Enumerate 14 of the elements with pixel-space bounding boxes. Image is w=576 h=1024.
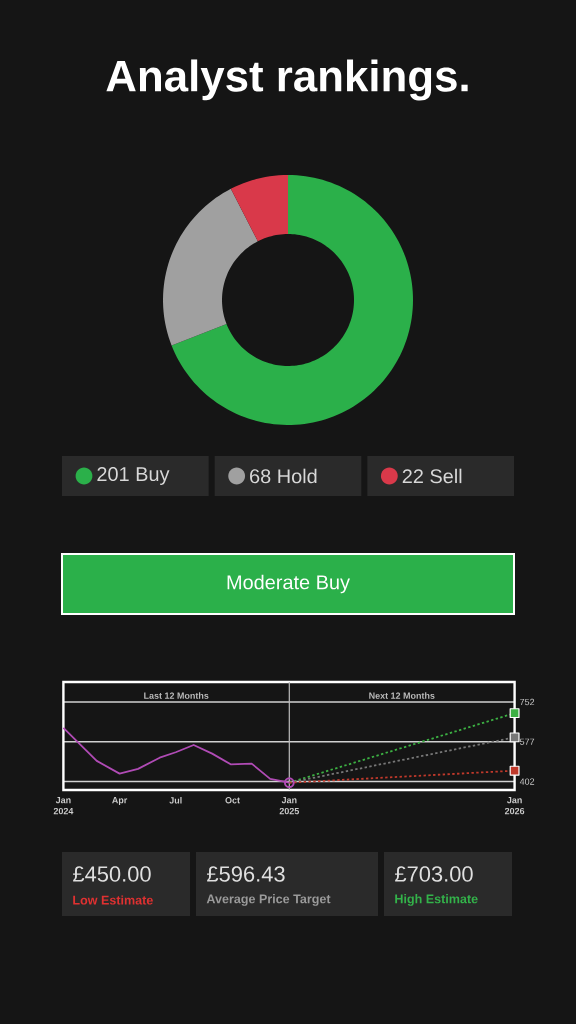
text: £450.00 [73,866,151,882]
legend-label: Sell [430,468,462,484]
point [509,765,520,776]
text: Moderate Buy [227,574,350,594]
data-label: 22 [402,469,423,484]
legend-label: Buy [136,467,170,485]
text: £703.00 [395,866,473,882]
data-label: 68 [250,469,271,484]
legend-label: Hold [278,468,317,484]
data-label: 201 [97,466,129,482]
text: £596.43 [207,866,285,882]
point [509,708,520,719]
chart-title: Analyst rankings. [106,59,468,101]
point [509,732,520,743]
